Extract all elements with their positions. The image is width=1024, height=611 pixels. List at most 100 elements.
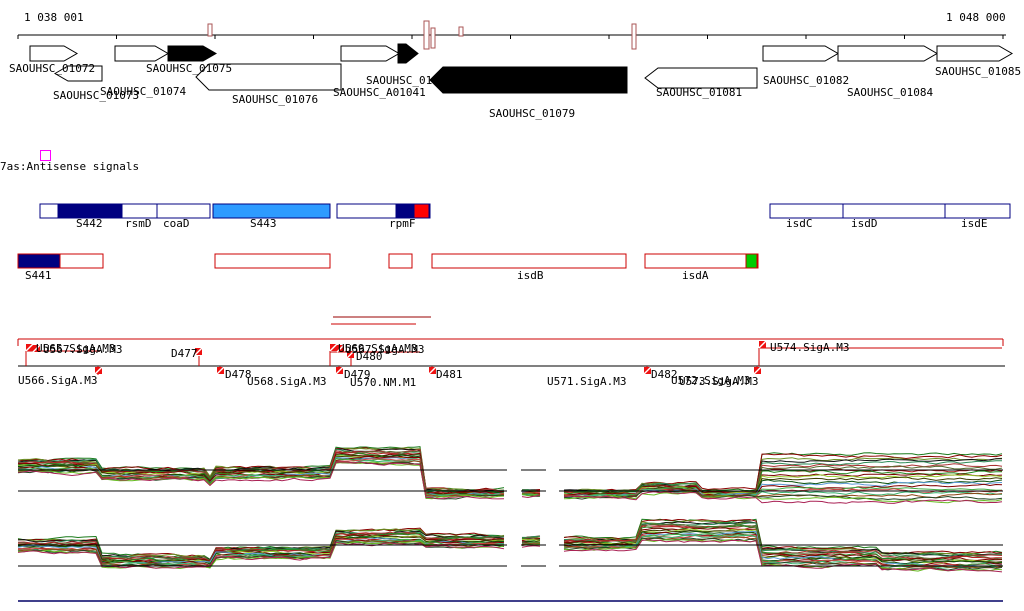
tss-label[interactable]: U573.SigA.M3 <box>679 375 759 388</box>
tss-label[interactable]: U566.SigA.M3 <box>18 374 98 387</box>
transcript-label: S442 <box>76 217 103 230</box>
gene-label: SAOUHSC_A01041 <box>333 86 426 99</box>
antisense-legend-swatch[interactable] <box>40 150 51 161</box>
tss-flag-slash <box>216 366 225 375</box>
transcript-segment[interactable] <box>745 253 758 269</box>
transcript-box[interactable] <box>388 253 413 269</box>
tss-label[interactable]: U568.SigA.M3 <box>247 375 327 388</box>
coverage-trace <box>563 539 1003 573</box>
transcript-label: rpmF <box>389 217 416 230</box>
tss-flag-slash <box>428 366 437 375</box>
tss-label[interactable]: D481 <box>436 368 463 381</box>
transcript-label: S443 <box>250 217 277 230</box>
restriction-site-marker[interactable] <box>207 23 213 37</box>
tss-label[interactable]: U569.SigA.M3 <box>338 342 418 355</box>
coverage-trace <box>563 469 1003 495</box>
tss-label[interactable]: U572.SigA.M3 <box>671 374 751 387</box>
coverage-trace <box>521 535 541 538</box>
transcript-label: coaD <box>163 217 190 230</box>
gene-label: SAOUHSC_01081 <box>656 86 743 99</box>
coverage-data-gap <box>546 443 559 597</box>
tss-flag-slash <box>194 347 203 356</box>
gene-arrow-SAOUHSC_A01041[interactable] <box>397 43 419 64</box>
coverage-trace <box>522 492 541 496</box>
tss-label[interactable]: U574.SigA.M3 <box>770 341 850 354</box>
transcript-label: isdB <box>517 269 544 282</box>
tss-label[interactable]: D482 <box>651 368 678 381</box>
transcript-box[interactable] <box>769 203 1011 219</box>
transcript-box[interactable] <box>214 253 331 269</box>
coverage-trace <box>521 537 541 540</box>
tss-label[interactable]: U571.SigA.M3 <box>547 375 627 388</box>
tss-label[interactable]: D478 <box>225 368 252 381</box>
tss-flag-slash <box>25 343 34 352</box>
coverage-trace <box>521 542 541 545</box>
tss-flag-slash <box>329 343 338 352</box>
gene-arrow-SAOUHSC_01084[interactable] <box>837 45 939 62</box>
gene-arrow-SAOUHSC_01076[interactable] <box>195 63 342 91</box>
coverage-trace <box>521 492 541 495</box>
tss-label[interactable]: U570.NM.M1 <box>350 376 417 389</box>
coverage-trace <box>563 491 1003 504</box>
tss-label[interactable]: D480 <box>356 350 383 363</box>
tss-label[interactable]: U565.SigA.M3 <box>36 342 116 355</box>
transcript-label: rsmD <box>125 217 152 230</box>
gene-label: SAOUHSC_0107 <box>366 74 446 87</box>
restriction-site-marker[interactable] <box>631 23 637 50</box>
gene-arrow-SAOUHSC_01079[interactable] <box>429 66 628 94</box>
gene-label: SAOUHSC_01079 <box>489 107 576 120</box>
coverage-trace <box>17 461 505 500</box>
coverage-trace <box>521 538 541 542</box>
gene-label: SAOUHSC_01085 <box>935 65 1022 78</box>
coverage-trace <box>521 494 541 499</box>
coverage-trace <box>17 535 505 565</box>
ruler-end-coordinate: 1 048 000 <box>946 11 1006 24</box>
gene-arrow-SAOUHSC_01077[interactable] <box>340 45 401 62</box>
tss-label[interactable]: U567.SigA.M3 <box>345 343 425 356</box>
transcript-label: isdA <box>682 269 709 282</box>
restriction-site-marker[interactable] <box>423 20 430 50</box>
transcript-segment[interactable] <box>413 203 430 219</box>
tss-flag-slash <box>753 366 762 375</box>
tss-label[interactable]: D477 <box>171 347 198 360</box>
gene-label: SAOUHSC_01076 <box>232 93 319 106</box>
transcript-segment[interactable] <box>17 253 61 269</box>
tss-flag-slash <box>758 340 767 349</box>
restriction-site-marker[interactable] <box>458 26 464 37</box>
transcript-label: isdE <box>961 217 988 230</box>
restriction-site-marker[interactable] <box>430 27 436 49</box>
tss-flag-slash <box>336 344 345 353</box>
tss-label[interactable]: D479 <box>344 368 371 381</box>
gene-arrow-SAOUHSC_01082[interactable] <box>762 45 840 62</box>
tss-label[interactable]: U567.SigA.M3 <box>43 343 123 356</box>
gene-arrow-SAOUHSC_01085[interactable] <box>936 45 1014 62</box>
tss-flag-slash <box>643 366 652 375</box>
gene-label: SAOUHSC_01075 <box>146 62 233 75</box>
gene-arrow-SAOUHSC_01075[interactable] <box>167 45 218 62</box>
gene-arrow-SAOUHSC_01072[interactable] <box>29 45 79 62</box>
transcript-box[interactable] <box>212 203 331 219</box>
tss-flag-slash <box>346 350 355 359</box>
coverage-data-gap <box>507 443 521 597</box>
gene-label: SAOUHSC_01084 <box>847 86 934 99</box>
gene-arrow-SAOUHSC_01074[interactable] <box>114 45 170 62</box>
gene-arrow-SAOUHSC_01073[interactable] <box>53 65 103 82</box>
coverage-trace <box>521 545 541 548</box>
coverage-trace <box>563 465 1003 495</box>
transcript-box[interactable] <box>644 253 759 269</box>
tss-flag-slash <box>335 366 344 375</box>
gene-label: SAOUHSC_01074 <box>100 85 187 98</box>
gene-label: SAOUHSC_01072 <box>9 62 96 75</box>
ruler-start-coordinate: 1 038 001 <box>24 11 84 24</box>
tss-flag-slash <box>32 344 41 353</box>
gene-label: SAOUHSC_01082 <box>763 74 850 87</box>
gene-arrow-SAOUHSC_01081[interactable] <box>644 67 758 89</box>
transcript-label: isdC <box>786 217 813 230</box>
coverage-trace <box>563 491 1003 504</box>
transcript-box[interactable] <box>431 253 627 269</box>
antisense-legend-label: 7as:Antisense signals <box>0 160 140 173</box>
tss-flag-slash <box>94 366 103 375</box>
